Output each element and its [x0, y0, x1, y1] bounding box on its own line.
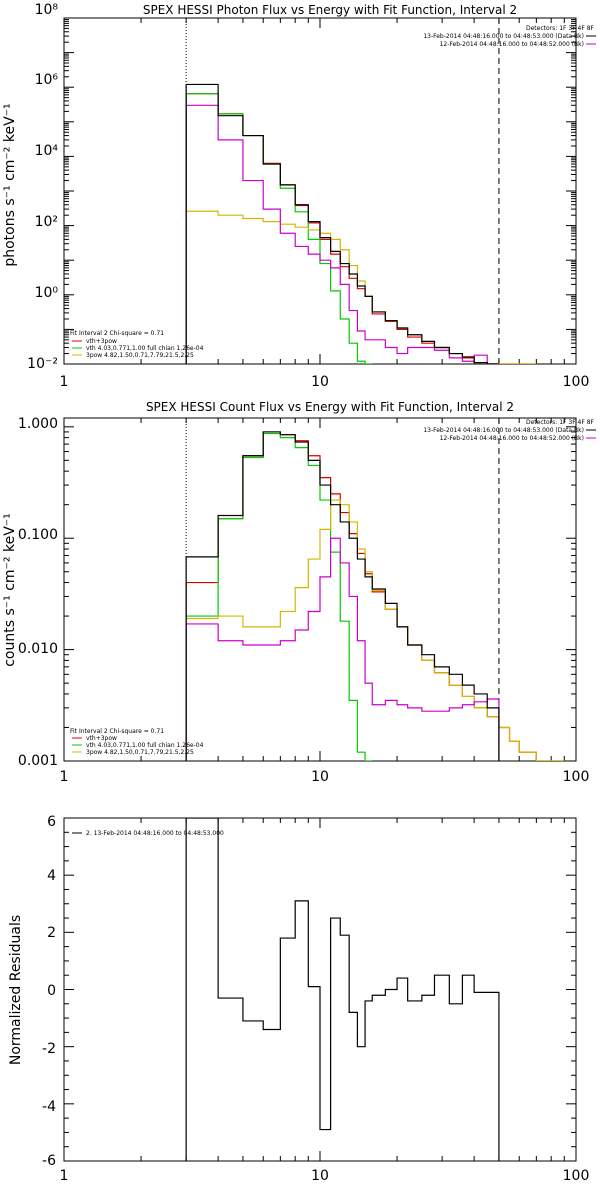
legend-header: Fit Interval 2 Chi-square = 0.71 [70, 728, 164, 735]
legend-entry: vth+3pow [86, 338, 117, 345]
series-group [185, 818, 500, 1161]
y-tick-label: -2 [42, 1041, 56, 1057]
panel1-y-ticks: 10⁻² 10⁰ 10² 10⁴ 10⁶ 10⁸ [27, 2, 58, 372]
series-3pow [185, 499, 565, 761]
y-tick-label: -4 [42, 1099, 56, 1115]
info-line: Detectors: 1F 3F 4F 8F [526, 419, 595, 426]
y-tick-marks [64, 426, 576, 762]
y-tick-label: 10⁶ [35, 72, 59, 88]
x-tick-label: 100 [563, 769, 590, 785]
photon-flux-panel: SPEX HESSI Photon Flux vs Energy with Fi… [2, 2, 596, 390]
panel2-x-ticks: 1 10 100 [60, 769, 590, 785]
x-tick-label: 1 [60, 1168, 69, 1184]
x-tick-label: 10 [311, 374, 329, 390]
series-bk [185, 104, 499, 364]
info-line: 12-Feb-2014 04:48:16.000 to 04:48:52.000… [440, 41, 584, 48]
y-tick-label: 4 [47, 868, 56, 884]
y-tick-label: 1.000 [18, 416, 58, 432]
y-tick-label: 0 [47, 983, 56, 999]
y-tick-label: 10² [35, 214, 58, 230]
info-line: 12-Feb-2014 04:48:16.000 to 04:48:52.000… [440, 435, 584, 442]
legend-entry: 2. 13-Feb-2014 04:48:16.000 to 04:48:53.… [86, 830, 224, 837]
legend-entry: vth+3pow [86, 735, 117, 742]
series-vth [185, 93, 373, 364]
series-3pow [185, 210, 537, 364]
y-tick-label: 10⁸ [35, 2, 59, 18]
panel3-legend: 2. 13-Feb-2014 04:48:16.000 to 04:48:53.… [72, 830, 224, 837]
x-tick-label: 100 [563, 1168, 590, 1184]
panel3-ylabel: Normalized Residuals [8, 915, 24, 1065]
legend-entry: 3pow 4.82,1.50,0.71,7.79,21.5,2.25 [86, 749, 194, 756]
series-group [185, 431, 565, 761]
panel1-info-box: Detectors: 1F 3F 4F 8F 13-Feb-2014 04:48… [423, 25, 594, 48]
count-flux-panel: SPEX HESSI Count Flux vs Energy with Fit… [2, 400, 596, 785]
x-tick-label: 10 [311, 769, 329, 785]
legend-entry: vth 4.03,0.771,1.00 full chian 1.26e-04 [86, 345, 204, 352]
info-line: 13-Feb-2014 04:48:16.000 to 04:48:53.000… [423, 33, 584, 40]
y-tick-label: 0.010 [18, 641, 58, 657]
info-line: 13-Feb-2014 04:48:16.000 to 04:48:53.000… [423, 427, 584, 434]
panel2-ylabel: counts s⁻¹ cm⁻² keV⁻¹ [2, 513, 18, 667]
panel1-x-ticks: 1 10 100 [60, 374, 590, 390]
x-tick-label: 100 [563, 374, 590, 390]
x-tick-label: 1 [60, 769, 69, 785]
x-tick-label: 10 [311, 1168, 329, 1184]
panel1-legend: Fit Interval 2 Chi-square = 0.71 vth+3po… [70, 330, 204, 359]
panel2-title: SPEX HESSI Count Flux vs Energy with Fit… [146, 400, 514, 414]
series-group [185, 83, 537, 364]
y-tick-label: 0.100 [18, 527, 58, 543]
panel2-y-ticks: 0.001 0.010 0.100 1.000 [18, 416, 58, 769]
series-residuals [185, 818, 500, 1161]
residuals-panel: Normalized Residuals 1 10 100 -6 -4 -2 0… [8, 814, 589, 1184]
panel2-info-box: Detectors: 1F 3F 4F 8F 13-Feb-2014 04:48… [423, 419, 594, 442]
series-vth-3pow [185, 93, 537, 364]
y-tick-marks [64, 17, 576, 365]
panel2-legend: Fit Interval 2 Chi-square = 0.71 vth+3po… [70, 728, 204, 756]
legend-entry: 3pow 4.82,1.50,0.71,7.79,21.5,2.25 [86, 352, 194, 359]
panel1-ylabel: photons s⁻¹ cm⁻² keV⁻¹ [2, 103, 18, 266]
y-tick-label: 0.001 [18, 753, 58, 769]
legend-entry: vth 4.03,0.771,1.00 full chian 1.26e-04 [86, 742, 204, 749]
y-tick-label: 6 [47, 814, 56, 830]
y-tick-label: 2 [47, 925, 56, 941]
series-data-bk [185, 431, 500, 761]
panel3-x-ticks: 1 10 100 [60, 1168, 590, 1184]
series-data-bk [185, 83, 499, 364]
series-vth [185, 432, 373, 761]
legend-header: Fit Interval 2 Chi-square = 0.71 [70, 330, 164, 337]
x-tick-label: 1 [60, 374, 69, 390]
y-tick-label: 10⁻² [27, 356, 58, 372]
panel1-title: SPEX HESSI Photon Flux vs Energy with Fi… [143, 3, 517, 17]
info-line: Detectors: 1F 3F 4F 8F [526, 25, 595, 32]
y-tick-label: 10⁰ [35, 285, 59, 301]
y-tick-marks [64, 817, 576, 1162]
y-tick-label: 10⁴ [35, 143, 59, 159]
y-tick-label: -6 [42, 1153, 56, 1169]
panel3-y-ticks: -6 -4 -2 0 2 4 6 [42, 814, 56, 1169]
series-bk [185, 537, 500, 761]
